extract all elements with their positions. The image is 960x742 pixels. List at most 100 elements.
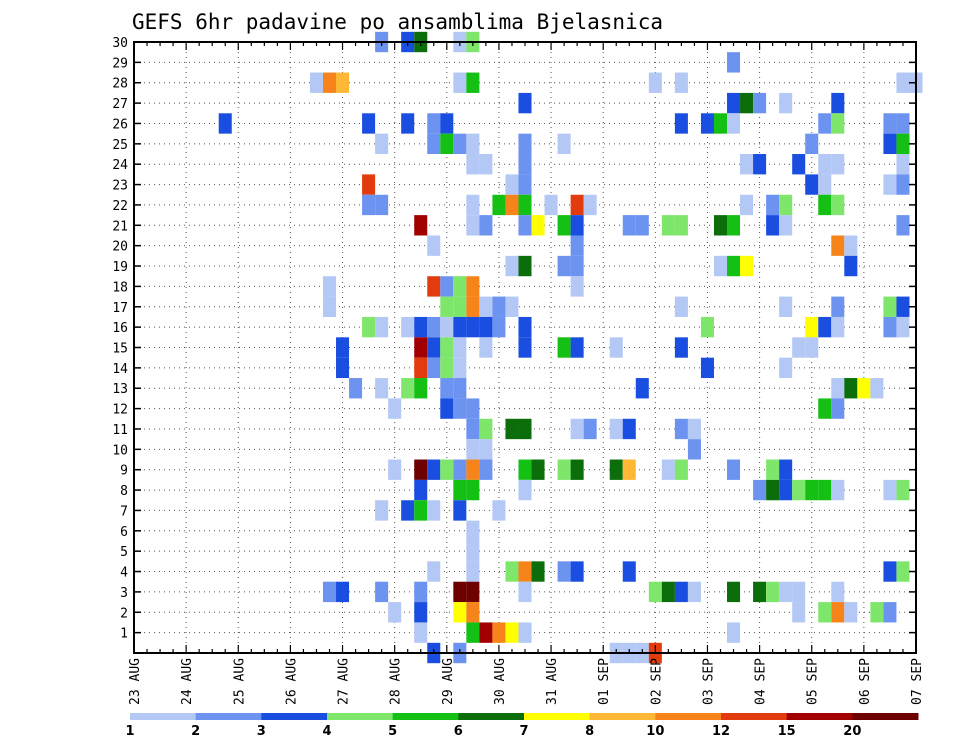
precip-cell (870, 602, 884, 623)
precip-cell (727, 581, 741, 603)
precip-cell (792, 337, 806, 358)
y-tick-label: 6 (120, 525, 128, 540)
precip-cell (479, 215, 493, 236)
precip-cell (831, 92, 845, 114)
precip-cell (713, 215, 728, 236)
y-tick-label: 21 (112, 219, 128, 234)
precip-cell (466, 540, 480, 562)
precip-cell (336, 337, 350, 358)
precip-cell (557, 337, 571, 358)
y-tick-label: 4 (120, 566, 128, 581)
precip-cell (453, 357, 467, 379)
precip-cell (414, 378, 428, 399)
precip-cell (440, 316, 454, 338)
precip-cell (753, 154, 767, 175)
precip-cell (570, 418, 584, 440)
precip-cell (753, 581, 767, 603)
precip-cell (831, 194, 845, 216)
precip-cell (713, 113, 728, 134)
precip-cell (336, 72, 350, 93)
precip-cell (479, 337, 493, 358)
y-tick-label: 2 (120, 606, 128, 621)
precip-cell (362, 174, 376, 195)
x-tick-label: 06 SEP (858, 658, 873, 705)
precip-cell (831, 581, 845, 603)
precip-cell (883, 479, 897, 501)
precip-cell (583, 418, 597, 440)
precip-cell (648, 72, 662, 93)
precip-cell (687, 581, 701, 603)
precip-cell (661, 215, 675, 236)
precip-cell (453, 378, 467, 399)
colorbar-swatch (130, 713, 197, 720)
precip-cell (505, 255, 519, 277)
precip-cell (740, 255, 754, 277)
precip-cell (453, 459, 467, 480)
x-tick-label: 07 SEP (910, 658, 925, 705)
colorbar-label: 3 (257, 724, 266, 739)
x-tick-label: 02 SEP (649, 658, 664, 705)
colorbar-label: 4 (322, 724, 331, 739)
precip-cell (505, 561, 519, 582)
x-tick-label: 30 AUG (493, 658, 508, 705)
precip-cell (700, 113, 714, 134)
precip-cell (622, 561, 636, 582)
precip-cell (844, 602, 858, 623)
precip-cell (505, 194, 519, 216)
precip-cell (479, 154, 493, 175)
precip-cell (375, 581, 389, 603)
precip-cell (466, 581, 480, 603)
colorbar-label: 2 (191, 724, 200, 739)
precip-cell (674, 418, 688, 440)
y-tick-label: 28 (112, 77, 128, 92)
precip-cell (570, 337, 584, 358)
precip-cell (674, 581, 688, 603)
colorbar-label: 10 (646, 724, 664, 739)
precip-cell (831, 602, 845, 623)
y-tick-label: 9 (120, 464, 128, 479)
precip-cell (674, 215, 688, 236)
y-axis: 1234567891011121314151617181920212223242… (112, 36, 916, 642)
precip-cell (883, 561, 897, 582)
precip-cell (831, 398, 845, 419)
precip-cell (440, 378, 454, 399)
precip-cell (492, 316, 506, 338)
precip-cell (440, 398, 454, 419)
precip-cell (831, 296, 845, 317)
precip-cell (674, 296, 688, 317)
precip-cell (518, 581, 532, 603)
precip-cell (518, 174, 532, 195)
x-tick-label: 03 SEP (701, 658, 716, 705)
precip-cell (896, 174, 910, 195)
precip-cell (570, 459, 584, 480)
precip-cell (427, 276, 441, 297)
precip-cell (375, 133, 389, 155)
colorbar-label: 1 (125, 724, 134, 739)
y-tick-label: 1 (120, 627, 128, 642)
y-tick-label: 8 (120, 484, 128, 499)
precip-cell (727, 113, 741, 134)
precip-cell (440, 459, 454, 480)
precip-cells (218, 31, 923, 664)
y-tick-label: 27 (112, 97, 128, 112)
precip-cell (883, 316, 897, 338)
precip-cell (896, 316, 910, 338)
precip-cell (414, 459, 428, 480)
x-tick-label: 27 AUG (337, 658, 352, 705)
precip-cell (883, 174, 897, 195)
precip-cell (309, 72, 323, 93)
colorbar-label: 6 (454, 724, 463, 739)
colorbar-swatch (524, 713, 591, 720)
precip-cell (831, 316, 845, 338)
precip-cell (518, 255, 532, 277)
precip-cell (518, 133, 532, 155)
precip-cell (844, 255, 858, 277)
precip-cell (818, 194, 832, 216)
precip-cell (218, 113, 232, 134)
precip-cell (427, 337, 441, 358)
precip-cell (322, 581, 337, 603)
precip-cell (492, 500, 506, 521)
precip-cell (466, 296, 480, 317)
x-tick-label: 24 AUG (180, 658, 195, 705)
precip-cell (479, 459, 493, 480)
